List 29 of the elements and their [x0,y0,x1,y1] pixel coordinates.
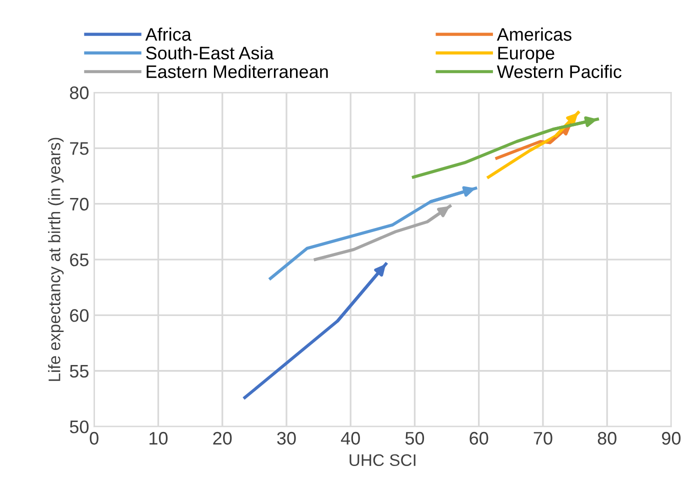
x-tick-label: 0 [90,432,98,445]
y-tick-label: 75 [70,142,89,155]
x-tick-label: 40 [340,432,360,445]
y-axis-title: Life expectancy at birth (in years) [48,138,64,381]
x-axis-title: UHC SCI [350,454,416,466]
x-tick-label: 10 [150,432,168,445]
x-tick-label: 80 [598,432,616,445]
legend-label: Eastern Mediterranean [146,64,328,78]
line-series [412,118,599,179]
line-series [314,204,452,262]
x-tick-label: 60 [470,432,488,445]
x-tick-label: 70 [534,432,552,445]
y-tick-label: 55 [70,365,89,378]
y-tick-label: 50 [70,420,89,434]
y-tick-label: 80 [70,86,89,100]
legend-label: Western Pacific [496,64,622,78]
legend-label: Europe [498,46,554,64]
y-tick-label: 60 [70,309,89,322]
x-tick-label: 20 [213,432,232,445]
line-series [268,186,478,280]
legend-label: Americas [496,28,572,41]
legend-label: Africa [145,28,192,41]
y-tick-label: 65 [70,253,89,266]
x-tick-label: 90 [662,432,681,445]
y-tick-label: 70 [70,198,89,211]
x-tick-label: 50 [405,432,424,445]
line-series [486,111,580,179]
legend-label: South-East Asia [146,46,274,60]
x-tick-label: 30 [277,432,296,445]
